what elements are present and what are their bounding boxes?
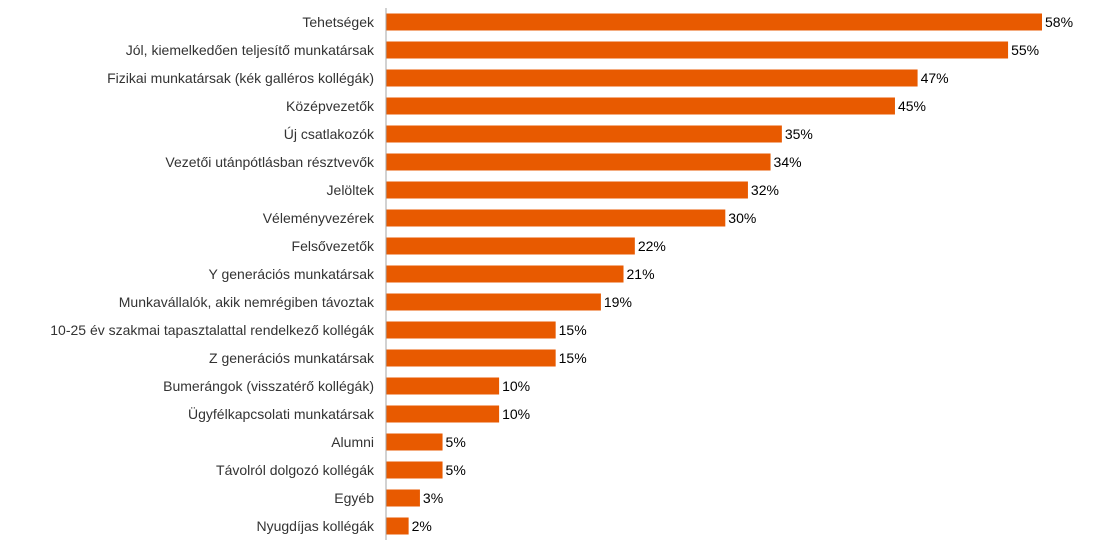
category-label: Egyéb	[334, 490, 374, 506]
value-label: 22%	[638, 238, 666, 254]
bar	[386, 405, 500, 423]
category-label: Felsővezetők	[292, 238, 375, 254]
value-label: 5%	[446, 462, 466, 478]
bar	[386, 237, 635, 255]
bar	[386, 41, 1009, 59]
category-label: Középvezetők	[286, 98, 375, 114]
category-label: Véleményvezérek	[263, 210, 375, 226]
bar	[386, 209, 726, 227]
category-label: Vezetői utánpótlásban résztvevők	[165, 154, 375, 170]
bar	[386, 181, 748, 199]
category-label: 10-25 év szakmai tapasztalattal rendelke…	[50, 322, 375, 338]
category-label: Jelöltek	[327, 182, 375, 198]
value-label: 34%	[774, 154, 802, 170]
bar	[386, 97, 895, 115]
bar	[386, 153, 771, 171]
category-label: Nyugdíjas kollégák	[256, 518, 375, 534]
value-label: 10%	[502, 378, 530, 394]
bar	[386, 489, 420, 507]
value-label: 10%	[502, 406, 530, 422]
bars	[386, 13, 1042, 535]
value-label: 15%	[559, 350, 587, 366]
category-label: Z generációs munkatársak	[209, 350, 375, 366]
category-label: Jól, kiemelkedően teljesítő munkatársak	[126, 42, 375, 58]
bar	[386, 265, 624, 283]
category-label: Y generációs munkatársak	[209, 266, 375, 282]
value-label: 35%	[785, 126, 813, 142]
category-label: Ügyfélkapcsolati munkatársak	[188, 405, 375, 422]
value-label: 5%	[446, 434, 466, 450]
value-label: 21%	[627, 266, 655, 282]
category-label: Új csatlakozók	[284, 126, 375, 142]
bar	[386, 349, 556, 367]
value-label: 15%	[559, 322, 587, 338]
category-label: Fizikai munkatársak (kék galléros kollég…	[107, 70, 374, 86]
value-label: 3%	[423, 490, 443, 506]
value-label: 19%	[604, 294, 632, 310]
bar	[386, 377, 500, 395]
value-label: 2%	[412, 518, 432, 534]
category-labels: Tehetségek Jól, kiemelkedően teljesítő mu…	[50, 14, 375, 534]
value-label: 45%	[898, 98, 926, 114]
category-label: Távolról dolgozó kollégák	[216, 462, 375, 478]
bar	[386, 321, 556, 339]
value-label: 47%	[921, 70, 949, 86]
category-label: Munkavállalók, akik nemrégiben távoztak	[119, 294, 375, 310]
value-label: 32%	[751, 182, 779, 198]
value-labels: 58% 55% 47% 45% 35% 34% 32% 30% 22% 21% 19% 15% 15% 1…	[412, 14, 1073, 534]
bar	[386, 517, 409, 535]
bar	[386, 125, 782, 143]
bar	[386, 433, 443, 451]
value-label: 58%	[1045, 14, 1073, 30]
value-label: 55%	[1011, 42, 1039, 58]
category-label: Tehetségek	[302, 14, 375, 30]
category-label: Alumni	[331, 434, 374, 450]
bar	[386, 293, 601, 311]
bar	[386, 461, 443, 479]
bar	[386, 13, 1042, 31]
category-label: Bumerángok (visszatérő kollégák)	[163, 378, 374, 394]
value-label: 30%	[728, 210, 756, 226]
bar	[386, 69, 918, 87]
